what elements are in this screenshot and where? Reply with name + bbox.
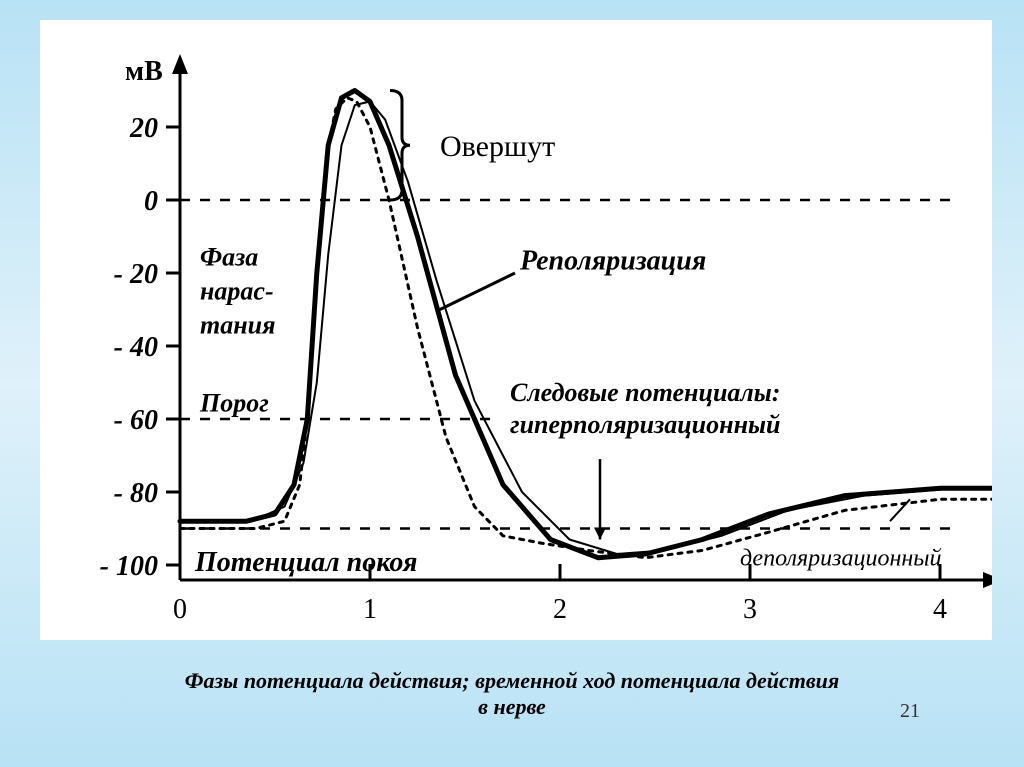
svg-text:нарас-: нарас- <box>200 277 274 306</box>
svg-text:деполяризационный: деполяризационный <box>740 545 942 571</box>
svg-text:мВ: мВ <box>125 56 163 87</box>
svg-text:3: 3 <box>743 594 757 625</box>
svg-text:Потенциал покоя: Потенциал покоя <box>194 547 417 578</box>
svg-text:Реполяризация: Реполяризация <box>519 245 706 276</box>
svg-text:- 20: - 20 <box>114 259 158 290</box>
svg-text:0: 0 <box>173 594 187 625</box>
svg-text:Следовые потенциалы:: Следовые потенциалы: <box>510 378 780 407</box>
caption-line-2: в нерве <box>478 694 546 719</box>
svg-text:1: 1 <box>363 594 377 625</box>
svg-text:Порог: Порог <box>199 389 269 418</box>
svg-text:- 100: - 100 <box>100 551 158 582</box>
svg-text:- 80: - 80 <box>114 478 158 509</box>
chart-panel: мВ200- 20- 40- 60- 80- 10001234мсОвершут… <box>40 20 992 640</box>
page-number: 21 <box>900 700 920 723</box>
svg-text:гиперполяризационный: гиперполяризационный <box>510 410 781 439</box>
figure-caption: Фазы потенциала действия; временной ход … <box>0 668 1024 720</box>
svg-text:2: 2 <box>553 594 567 625</box>
svg-text:Овершут: Овершут <box>440 130 555 163</box>
svg-text:Фаза: Фаза <box>200 243 258 272</box>
svg-text:4: 4 <box>933 594 947 625</box>
svg-text:20: 20 <box>129 113 158 144</box>
svg-text:0: 0 <box>144 186 158 217</box>
svg-text:- 60: - 60 <box>114 405 158 436</box>
action-potential-chart: мВ200- 20- 40- 60- 80- 10001234мсОвершут… <box>40 20 992 640</box>
svg-text:тания: тания <box>200 311 276 340</box>
svg-text:- 40: - 40 <box>114 332 158 363</box>
caption-line-1: Фазы потенциала действия; временной ход … <box>185 668 839 693</box>
